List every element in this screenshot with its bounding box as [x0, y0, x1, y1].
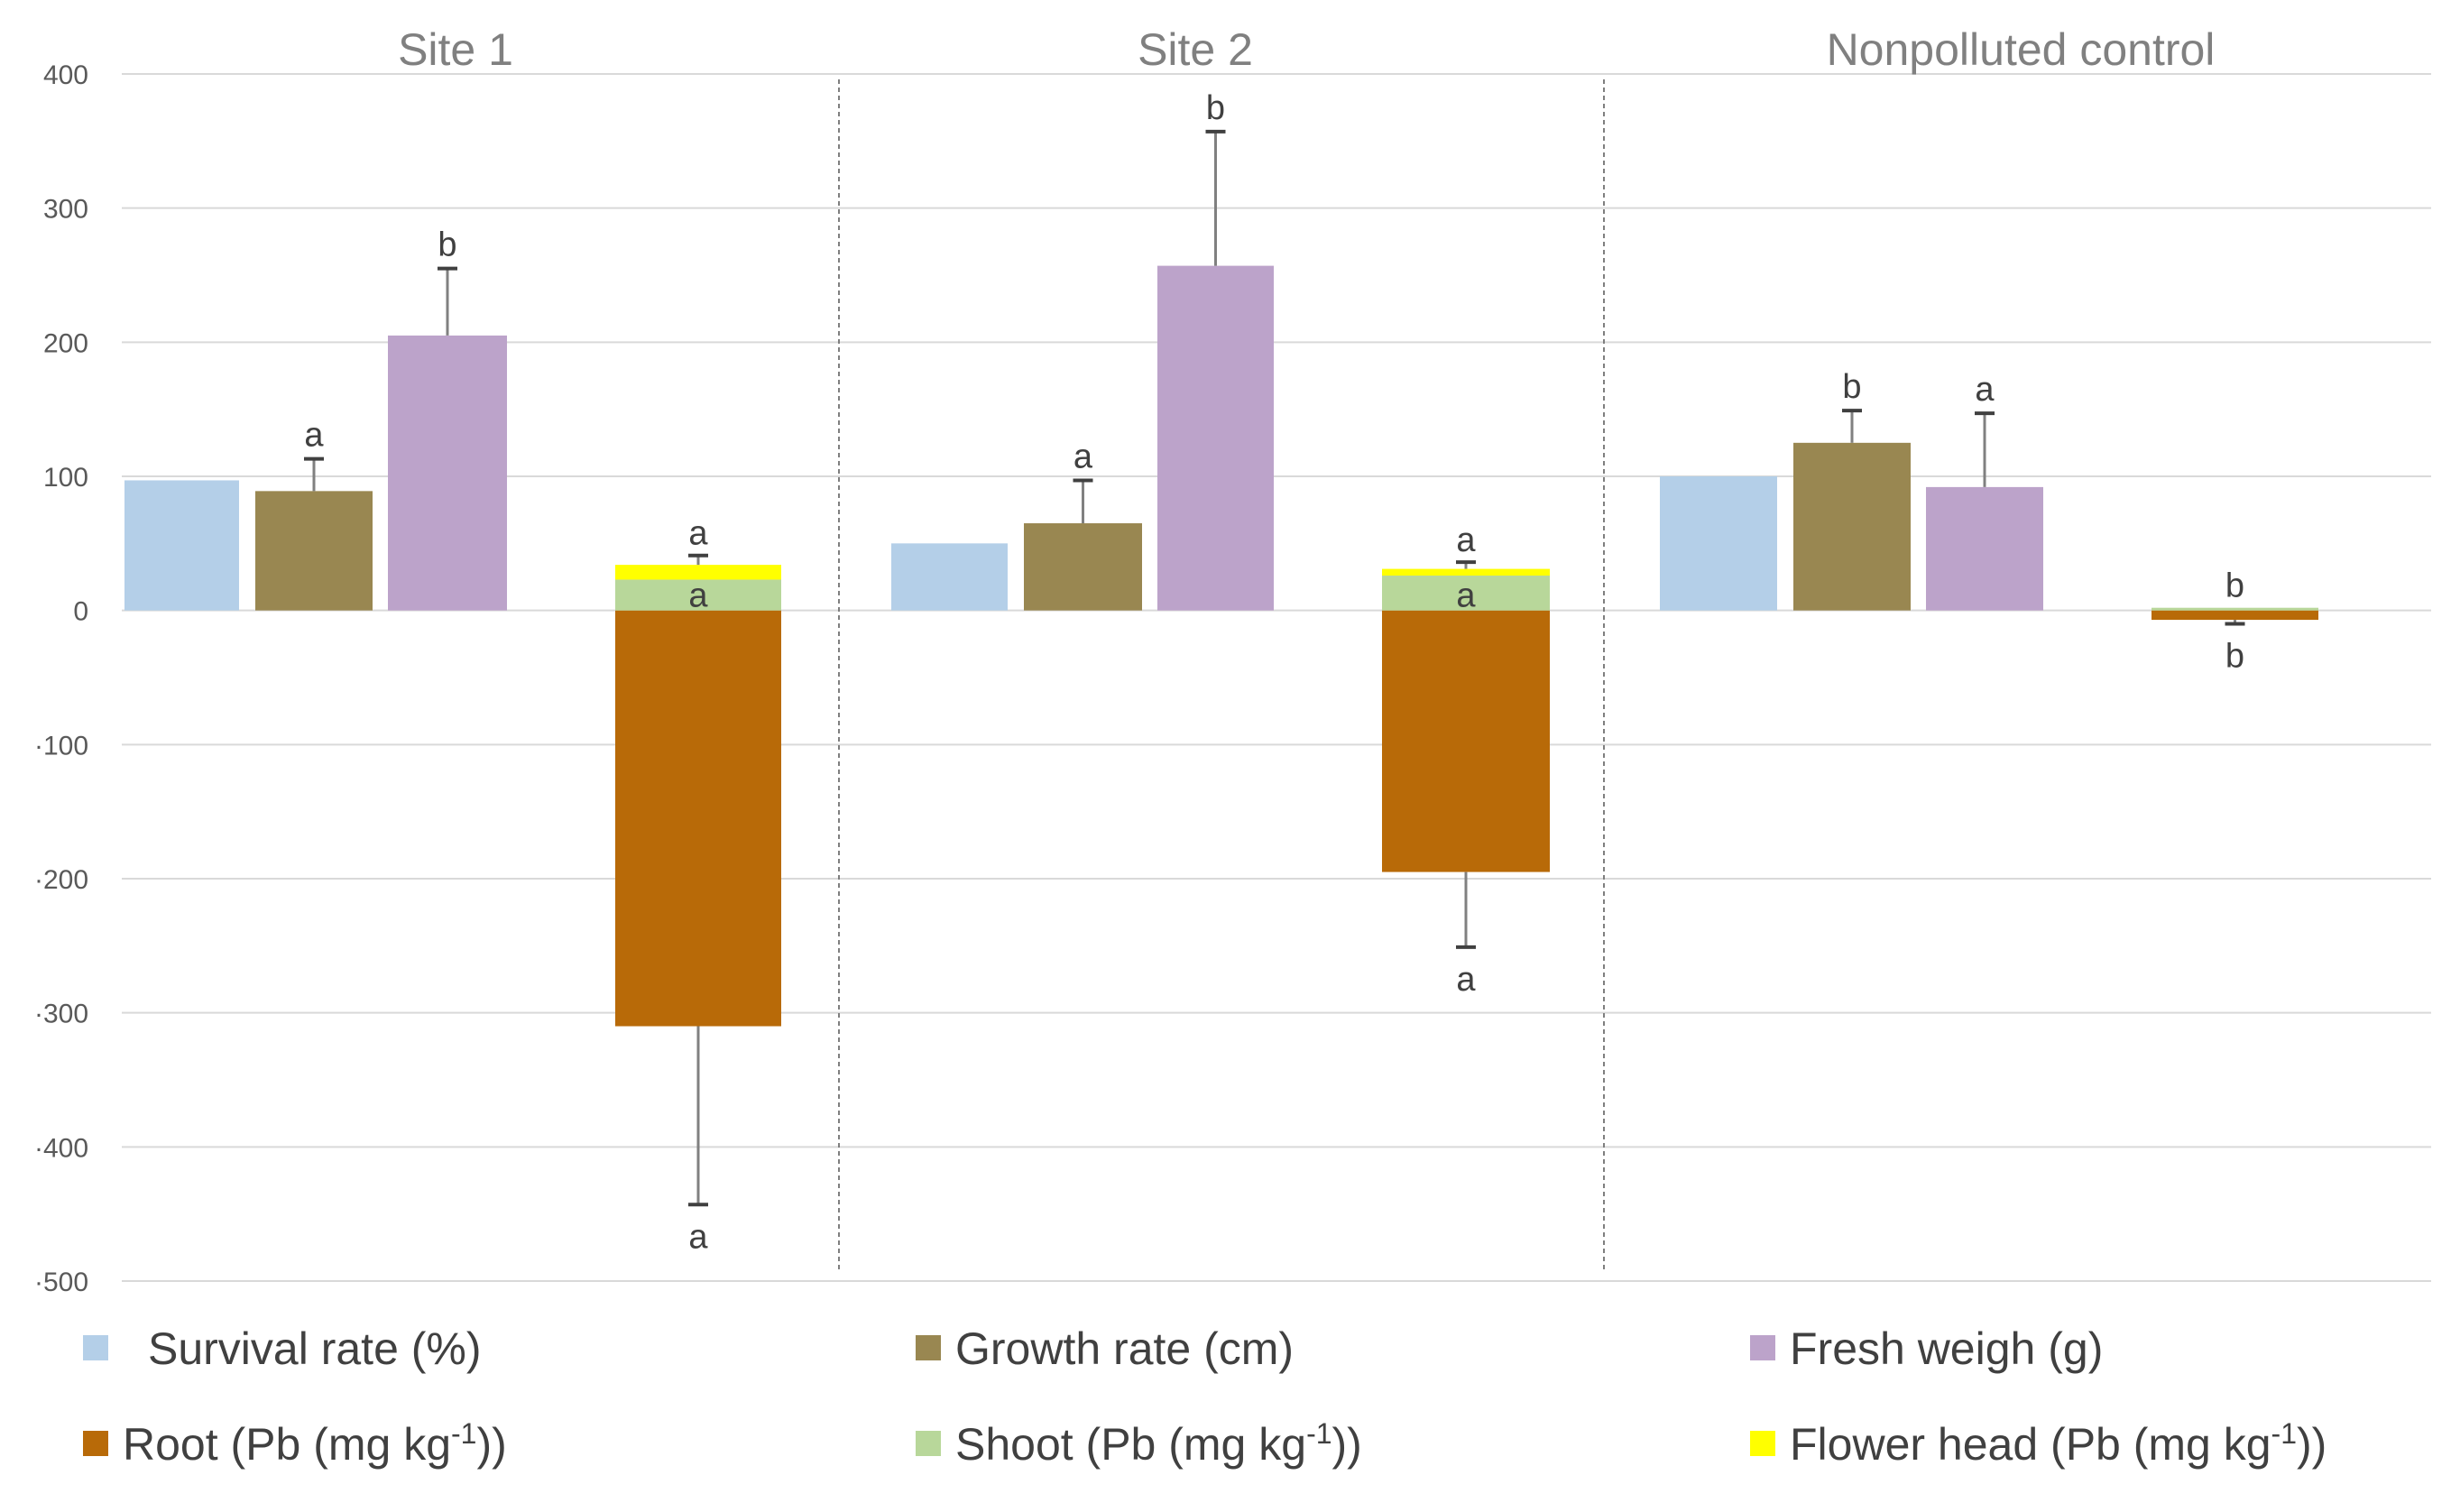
bar-growth	[1793, 442, 1911, 611]
significance-label: b	[2225, 567, 2244, 605]
legend-label-flower: Flower head (Pb (mg kg-1))	[1790, 1417, 2327, 1470]
legend-swatch-fresh	[1750, 1335, 1775, 1360]
bar-flower-head	[615, 565, 781, 580]
gridlines	[122, 73, 2431, 1282]
group-title: Site 1	[398, 24, 513, 75]
bar-root	[2152, 610, 2318, 621]
significance-label: a	[1456, 961, 1476, 999]
significance-label: b	[2225, 638, 2244, 676]
y-tick-label: ·200	[34, 865, 88, 895]
y-tick-label: ·500	[34, 1268, 88, 1297]
bar-fresh	[1926, 486, 2043, 611]
bar-growth	[255, 491, 373, 611]
y-tick-label: 400	[43, 60, 88, 90]
bar-growth	[1024, 523, 1142, 611]
significance-label: a	[1456, 521, 1476, 559]
bar-survival	[1660, 476, 1777, 611]
bar-survival	[891, 543, 1008, 611]
y-tick-label: 300	[43, 195, 88, 225]
legend-swatch-root	[83, 1431, 108, 1456]
legend-label-root: Root (Pb (mg kg-1))	[123, 1417, 507, 1470]
group-titles: Site 1 Site 2 Nonpolluted control	[398, 24, 2215, 75]
significance-label: b	[1842, 368, 1861, 406]
bars	[124, 265, 2318, 1027]
significance-label: a	[688, 577, 708, 615]
significance-label: a	[688, 515, 708, 553]
legend-swatch-flower	[1750, 1431, 1775, 1456]
y-tick-label: ·400	[34, 1133, 88, 1163]
significance-label: a	[1975, 371, 1995, 409]
y-tick-label: ·100	[34, 731, 88, 761]
bar-root	[1382, 610, 1550, 872]
y-tick-label: ·300	[34, 1000, 88, 1029]
bar-shoot	[615, 579, 781, 611]
legend-label-shoot: Shoot (Pb (mg kg-1))	[955, 1417, 1362, 1470]
group-title: Site 2	[1138, 24, 1253, 75]
legend-swatch-shoot	[916, 1431, 941, 1456]
significance-label: b	[438, 226, 456, 264]
error-bars	[304, 129, 2245, 1207]
significance-label: a	[1456, 577, 1476, 615]
y-axis: 400 300 200 100 0 ·100 ·200 ·300 ·400 ·500	[34, 60, 88, 1297]
legend-label-survival: Survival rate (%)	[148, 1323, 482, 1374]
significance-label: b	[1206, 89, 1225, 127]
group-separators	[838, 79, 1605, 1272]
legend: Survival rate (%) Growth rate (cm) Fresh w…	[83, 1323, 2327, 1470]
bar-flower-head	[1382, 568, 1550, 576]
group-title: Nonpolluted control	[1827, 24, 2216, 75]
bar-fresh	[388, 335, 507, 611]
significance-label: a	[688, 1218, 708, 1256]
legend-label-fresh: Fresh weigh (g)	[1790, 1323, 2103, 1374]
y-tick-label: 200	[43, 328, 88, 358]
bar-survival	[124, 480, 239, 611]
legend-swatch-survival	[83, 1335, 108, 1360]
bar-root	[615, 610, 781, 1027]
y-tick-label: 100	[43, 463, 88, 493]
significance-label: a	[304, 417, 324, 455]
bar-shoot	[1382, 576, 1550, 611]
bar-fresh	[1157, 265, 1274, 611]
y-tick-label: 0	[73, 597, 88, 627]
legend-label-growth: Growth rate (cm)	[955, 1323, 1294, 1374]
legend-swatch-growth	[916, 1335, 941, 1360]
bar-shoot	[2152, 607, 2318, 611]
significance-label: a	[1073, 438, 1093, 475]
